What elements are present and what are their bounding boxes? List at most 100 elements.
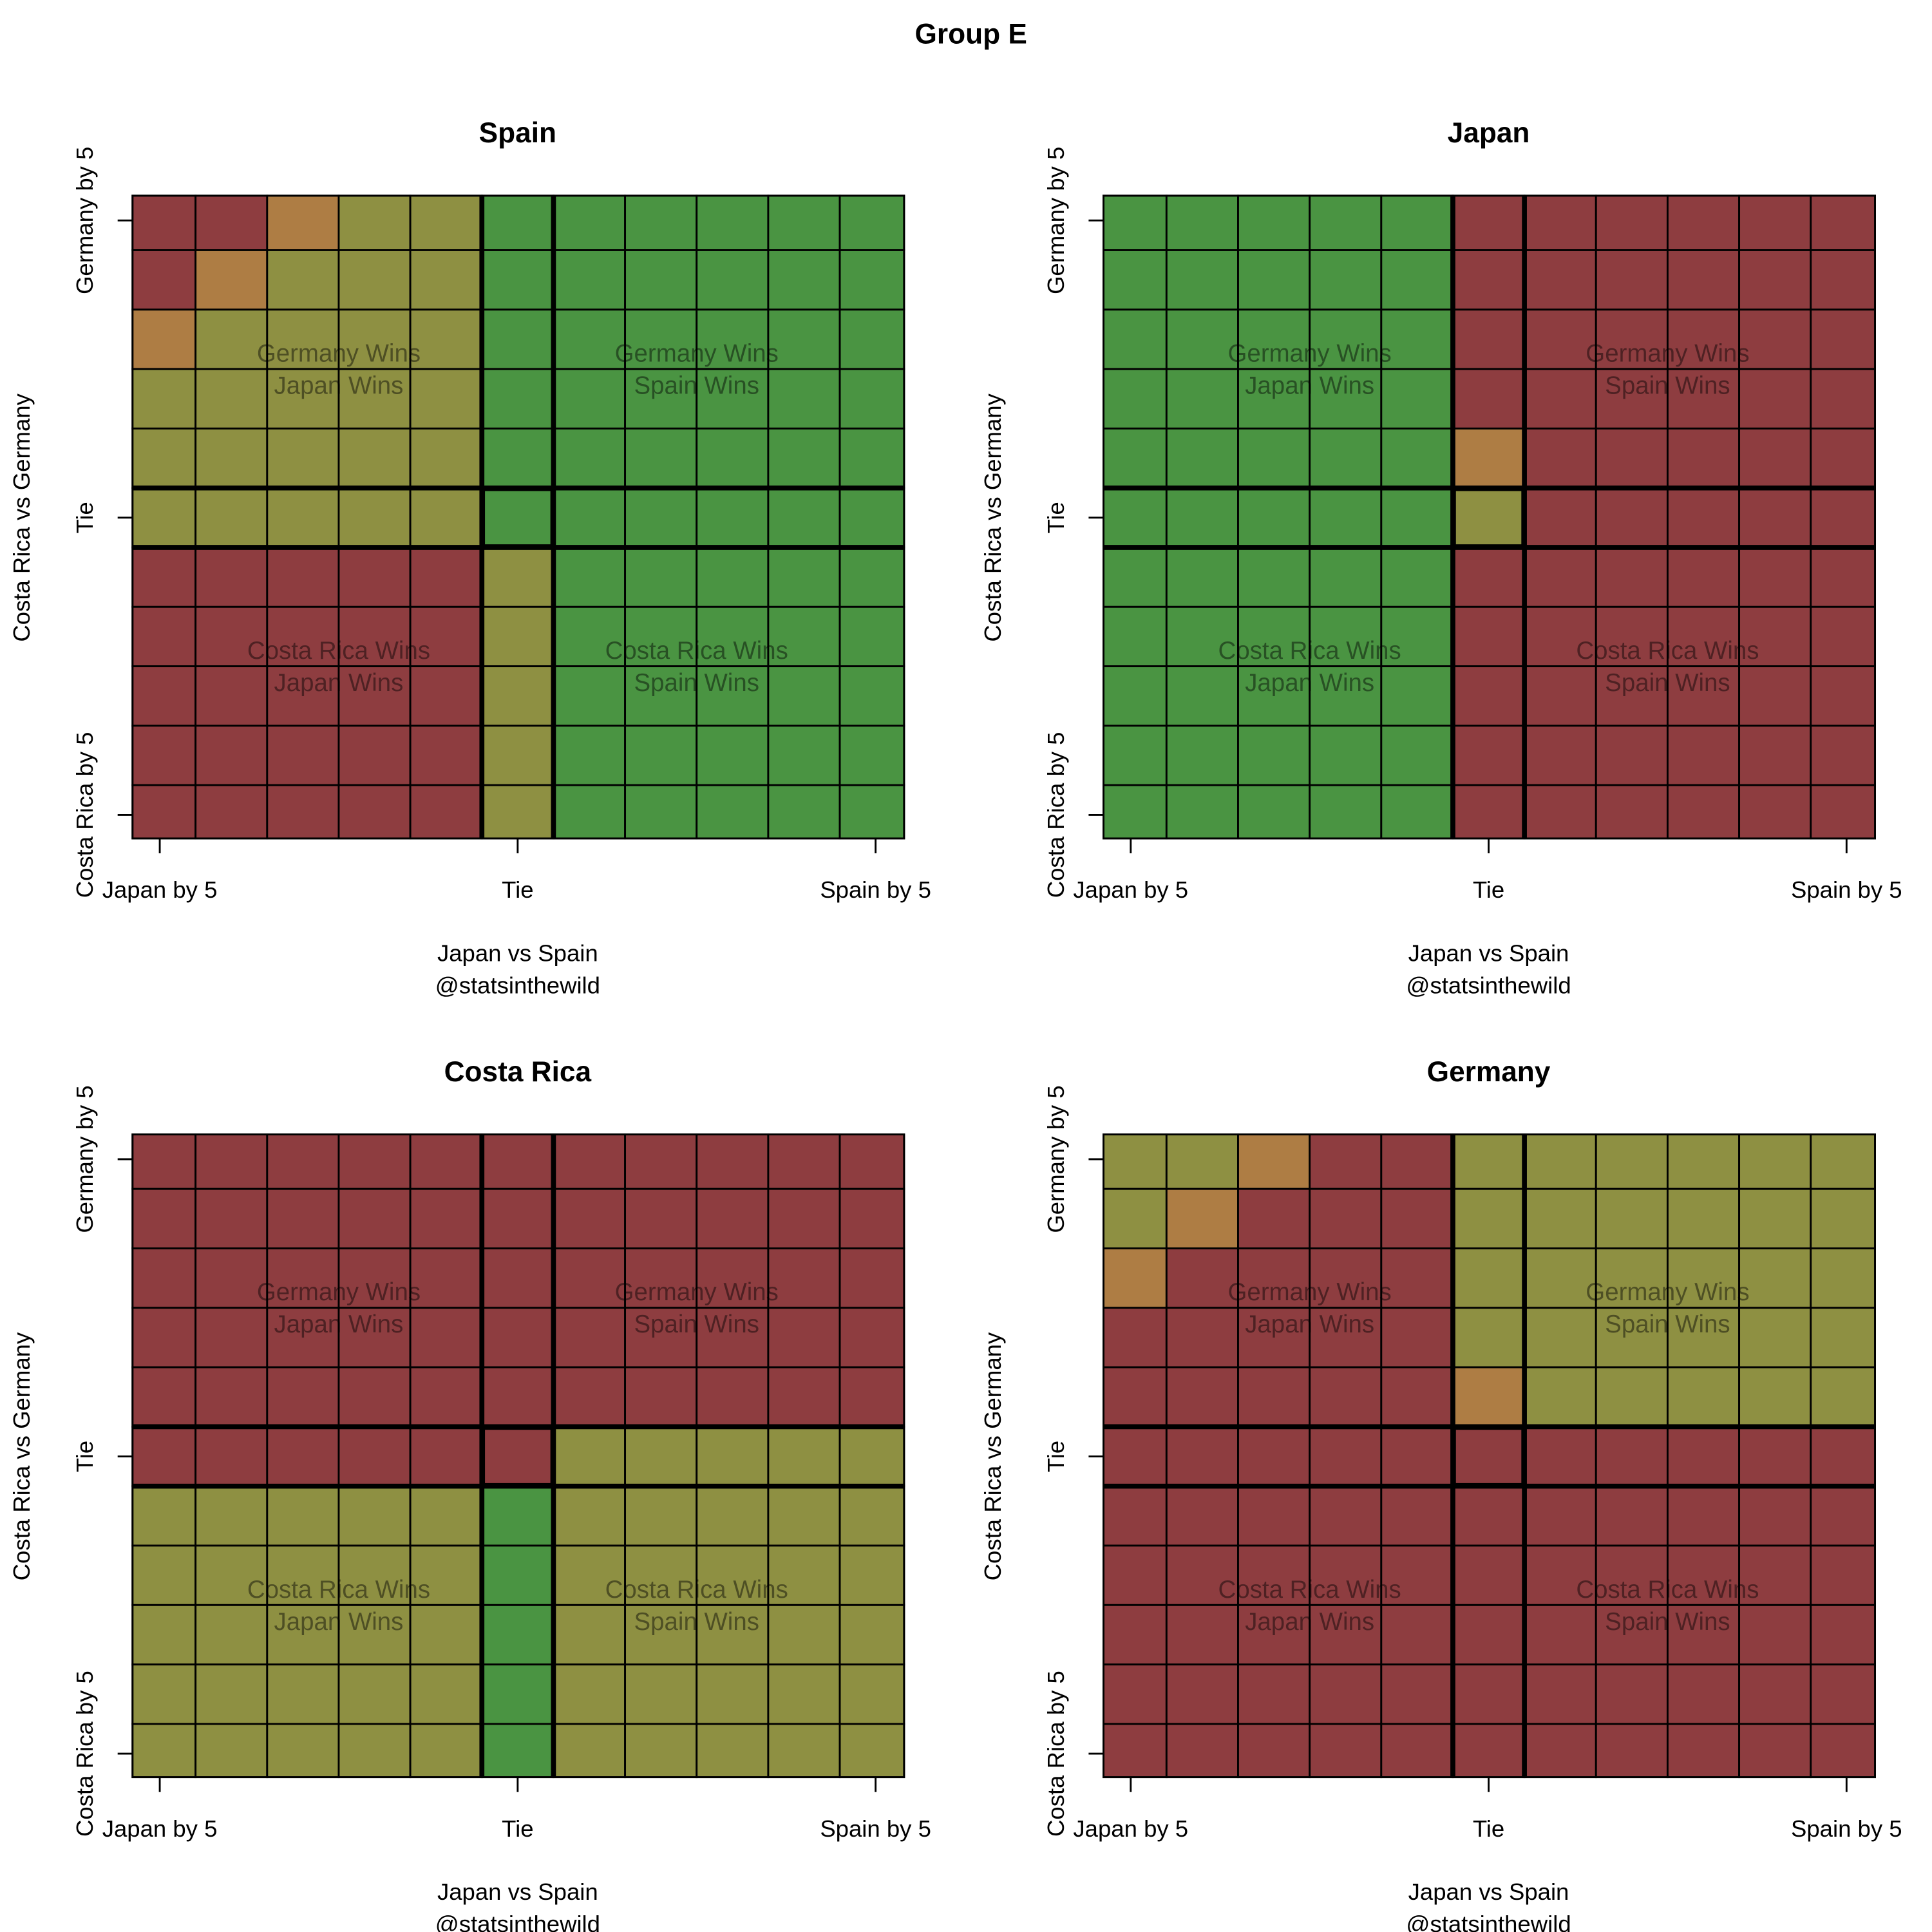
heatmap-cell [1523,1604,1597,1666]
panel-japan: Japan Germany Wins Japan Wins Germany Wins S… [980,117,1902,998]
heatmap-cell [1380,427,1454,489]
heatmap-cell [409,368,483,430]
heatmap-cell [337,1425,412,1488]
x-axis-label: Japan vs Spain [437,1879,598,1905]
heatmap-cell [131,368,197,430]
heatmap-cell [696,546,770,608]
heatmap-cell [1309,1307,1383,1368]
y-tick-label: Tie [1043,502,1069,533]
heatmap-cell [1810,1723,1876,1779]
heatmap-cell [1165,1133,1239,1190]
heatmap-cell [194,605,269,668]
heatmap-cell [480,194,554,251]
heatmap-cell [838,1247,905,1309]
heatmap-cell [131,665,197,727]
credit-label: @statsinthewild [1406,1911,1571,1932]
x-tick-label: Japan by 5 [1073,876,1188,903]
heatmap-cell [1595,368,1669,430]
heatmap-cell [131,194,197,251]
heatmap-cell [1165,368,1239,430]
heatmap-cell [1309,1425,1383,1488]
heatmap-cell [131,605,197,668]
heatmap-cell [1666,1723,1741,1779]
heatmap-cell [1165,1485,1239,1547]
heatmap-cell [1103,1663,1168,1725]
heatmap-cell [1237,1247,1311,1309]
heatmap-cell [552,546,627,608]
heatmap-cell [1165,194,1239,251]
heatmap-cell [1103,1604,1168,1666]
heatmap-cell [1738,724,1812,786]
heatmap-cell [1523,784,1597,840]
heatmap-cell [1452,1485,1526,1547]
heatmap-cell [1237,308,1311,370]
heatmap-cell [194,665,269,727]
heatmap-cell [1666,1425,1741,1488]
heatmap-cell [1810,1604,1876,1666]
heatmap-cells [1103,194,1876,840]
heatmap-cell [266,487,340,549]
heatmap-cell [1595,1663,1669,1725]
heatmap-cell [1309,1604,1383,1666]
heatmap-cell [767,665,841,727]
heatmap-cell [1738,1366,1812,1428]
heatmap-cell [696,487,770,549]
heatmap-cell [194,1485,269,1547]
heatmap-cell [1103,1188,1168,1249]
heatmap-cell [838,308,905,370]
heatmap-cell [552,1425,627,1488]
y-tick-label: Germany by 5 [1043,147,1069,294]
y-axis-label: Costa Rica vs Germany [8,393,35,641]
heatmap-cells [131,194,905,840]
heatmap-cell [480,1663,554,1725]
heatmap-cell [1452,546,1526,608]
heatmap-cell [624,1307,698,1368]
heatmap-cell [1103,724,1168,786]
heatmap-cell [409,665,483,727]
heatmap-cell [194,308,269,370]
x-tick-label: Japan by 5 [102,1815,218,1842]
heatmap-cell [1165,1307,1239,1368]
heatmap-cell [1595,1247,1669,1309]
heatmap-cell [1738,368,1812,430]
heatmap-cell [131,784,197,840]
heatmap-cell [1309,665,1383,727]
y-tick-label: Germany by 5 [71,147,98,294]
heatmap-cell [624,1485,698,1547]
heatmap-cell [1666,194,1741,251]
heatmap-cell [266,1544,340,1606]
heatmap-cell [1103,1247,1168,1309]
heatmap-cell [1103,1307,1168,1368]
heatmap-cell [1380,724,1454,786]
heatmap-cell [337,784,412,840]
heatmap-cell [409,1425,483,1488]
heatmap-cell [1380,546,1454,608]
heatmap-cell [194,1663,269,1725]
heatmap-cell [552,1485,627,1547]
heatmap-cell [266,1723,340,1779]
x-axis-label: Japan vs Spain [437,940,598,966]
heatmap-cell [194,784,269,840]
quadrant-label: Japan Wins [274,1311,404,1338]
heatmap-cell [1738,194,1812,251]
heatmap-cell [1666,1133,1741,1190]
heatmap-cell [838,1485,905,1547]
heatmap-cell [194,724,269,786]
heatmap-cell [1738,249,1812,311]
heatmap-cell [1380,1544,1454,1606]
quadrant-label: Germany Wins [615,1278,779,1306]
quadrant-label: Japan Wins [1245,1608,1374,1636]
heatmap-cell [337,308,412,370]
heatmap-cell [1738,1133,1812,1190]
heatmap-cell [409,784,483,840]
heatmap-cell [1237,784,1311,840]
heatmap-cell [1595,784,1669,840]
heatmap-cell [838,1544,905,1606]
heatmap-cell [696,1425,770,1488]
heatmap-cell [409,308,483,370]
heatmap-cell [767,724,841,786]
heatmap-cell [624,194,698,251]
heatmap-cell [767,368,841,430]
heatmap-cell [1452,1133,1526,1190]
heatmap-cell [1237,546,1311,608]
